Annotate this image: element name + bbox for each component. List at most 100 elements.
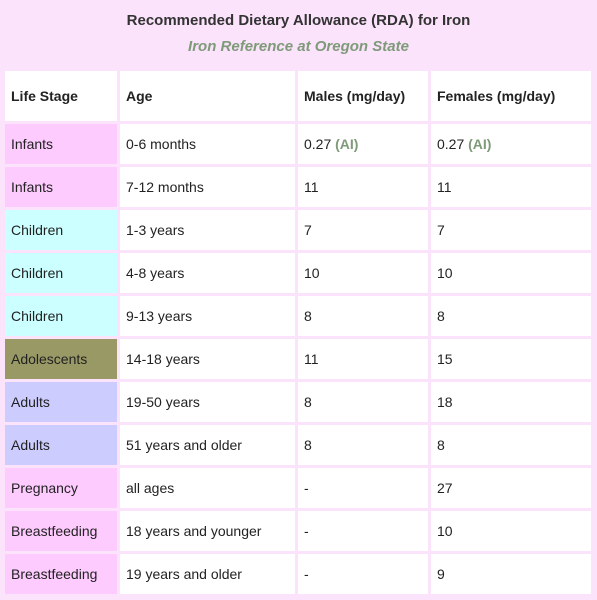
life-stage-cell: Infants: [5, 167, 117, 207]
table-row: Infants 0-6 months 0.27 (AI) 0.27 (AI): [5, 124, 591, 164]
females-cell-text: 18: [437, 394, 453, 410]
page-title: Recommended Dietary Allowance (RDA) for …: [126, 12, 471, 29]
life-stage-cell-text: Breastfeeding: [11, 523, 98, 539]
age-cell-text: 7-12 months: [126, 179, 204, 195]
ai-label[interactable]: (AI): [468, 136, 492, 152]
females-cell: 8: [431, 425, 591, 465]
life-stage-cell-text: Children: [11, 308, 64, 324]
age-cell: 9-13 years: [120, 296, 295, 336]
table-row: Adolescents 14-18 years 11 15: [5, 339, 591, 379]
life-stage-cell: Children: [5, 296, 117, 336]
females-cell: 0.27 (AI): [431, 124, 591, 164]
header-females: Females (mg/day): [431, 71, 591, 121]
life-stage-cell: Infants: [5, 124, 117, 164]
males-cell-text: -: [304, 523, 309, 539]
males-cell-text: 8: [304, 308, 312, 324]
females-cell-text: 10: [437, 523, 453, 539]
females-cell-text: 0.27: [437, 136, 465, 152]
life-stage-cell: Pregnancy: [5, 468, 117, 508]
females-cell: 27: [431, 468, 591, 508]
males-cell-text: -: [304, 566, 309, 582]
males-cell: 8: [298, 425, 428, 465]
header-life-stage: Life Stage: [5, 71, 117, 121]
females-cell: 8: [431, 296, 591, 336]
males-cell: -: [298, 554, 428, 594]
males-cell: 11: [298, 339, 428, 379]
males-cell-text: 8: [304, 394, 312, 410]
age-cell: 0-6 months: [120, 124, 295, 164]
females-cell-text: 15: [437, 351, 453, 367]
table-row: Breastfeeding 18 years and younger - 10: [5, 511, 591, 551]
life-stage-cell-text: Adolescents: [11, 351, 88, 367]
females-cell-text: 8: [437, 308, 445, 324]
life-stage-cell: Adults: [5, 382, 117, 422]
age-cell-text: 51 years and older: [126, 437, 242, 453]
life-stage-cell-text: Children: [11, 222, 64, 238]
females-cell: 10: [431, 511, 591, 551]
life-stage-cell: Breastfeeding: [5, 554, 117, 594]
life-stage-cell-text: Infants: [11, 179, 54, 195]
females-cell: 11: [431, 167, 591, 207]
age-cell: 4-8 years: [120, 253, 295, 293]
table-row: Children 4-8 years 10 10: [5, 253, 591, 293]
life-stage-cell: Adolescents: [5, 339, 117, 379]
life-stage-cell: Breastfeeding: [5, 511, 117, 551]
males-cell: -: [298, 468, 428, 508]
females-cell: 18: [431, 382, 591, 422]
males-cell: 7: [298, 210, 428, 250]
table-row: Pregnancy all ages - 27: [5, 468, 591, 508]
males-cell-text: 11: [304, 351, 319, 367]
males-cell: 10: [298, 253, 428, 293]
age-cell-text: all ages: [126, 480, 175, 496]
males-cell: 8: [298, 296, 428, 336]
table-row: Children 1-3 years 7 7: [5, 210, 591, 250]
males-cell-text: 7: [304, 222, 312, 238]
age-cell-text: 1-3 years: [126, 222, 185, 238]
age-cell: 7-12 months: [120, 167, 295, 207]
females-cell: 15: [431, 339, 591, 379]
reference-link[interactable]: Iron Reference at Oregon State: [188, 38, 409, 55]
age-cell-text: 18 years and younger: [126, 523, 262, 539]
rda-table: Life Stage Age Males (mg/day) Females (m…: [2, 68, 594, 597]
females-cell: 9: [431, 554, 591, 594]
table-row: Breastfeeding 19 years and older - 9: [5, 554, 591, 594]
header-males: Males (mg/day): [298, 71, 428, 121]
age-cell: 1-3 years: [120, 210, 295, 250]
females-cell-text: 27: [437, 480, 453, 496]
males-cell: 0.27 (AI): [298, 124, 428, 164]
age-cell: 19 years and older: [120, 554, 295, 594]
males-cell-text: 10: [304, 265, 320, 281]
life-stage-cell-text: Pregnancy: [11, 480, 78, 496]
life-stage-cell: Adults: [5, 425, 117, 465]
age-cell-text: 14-18 years: [126, 351, 200, 367]
males-cell-text: 11: [304, 179, 319, 195]
males-cell-text: 8: [304, 437, 312, 453]
age-cell-text: 9-13 years: [126, 308, 193, 324]
table-row: Children 9-13 years 8 8: [5, 296, 591, 336]
life-stage-cell-text: Breastfeeding: [11, 566, 98, 582]
males-cell-text: -: [304, 480, 309, 496]
table-body: Infants 0-6 months 0.27 (AI) 0.27 (AI) Infan…: [5, 124, 591, 594]
males-cell: -: [298, 511, 428, 551]
females-cell-text: 10: [437, 265, 453, 281]
females-cell: 10: [431, 253, 591, 293]
age-cell: all ages: [120, 468, 295, 508]
females-cell-text: 7: [437, 222, 445, 238]
table-row: Adults 51 years and older 8 8: [5, 425, 591, 465]
life-stage-cell: Children: [5, 210, 117, 250]
age-cell: 19-50 years: [120, 382, 295, 422]
life-stage-cell-text: Adults: [11, 394, 50, 410]
age-cell-text: 19-50 years: [126, 394, 200, 410]
table-row: Adults 19-50 years 8 18: [5, 382, 591, 422]
age-cell-text: 19 years and older: [126, 566, 242, 582]
age-cell: 18 years and younger: [120, 511, 295, 551]
age-cell-text: 4-8 years: [126, 265, 185, 281]
age-cell: 51 years and older: [120, 425, 295, 465]
life-stage-cell-text: Children: [11, 265, 64, 281]
ai-label[interactable]: (AI): [335, 136, 359, 152]
males-cell: 11: [298, 167, 428, 207]
header-age: Age: [120, 71, 295, 121]
females-cell-text: 11: [437, 179, 452, 195]
males-cell: 8: [298, 382, 428, 422]
